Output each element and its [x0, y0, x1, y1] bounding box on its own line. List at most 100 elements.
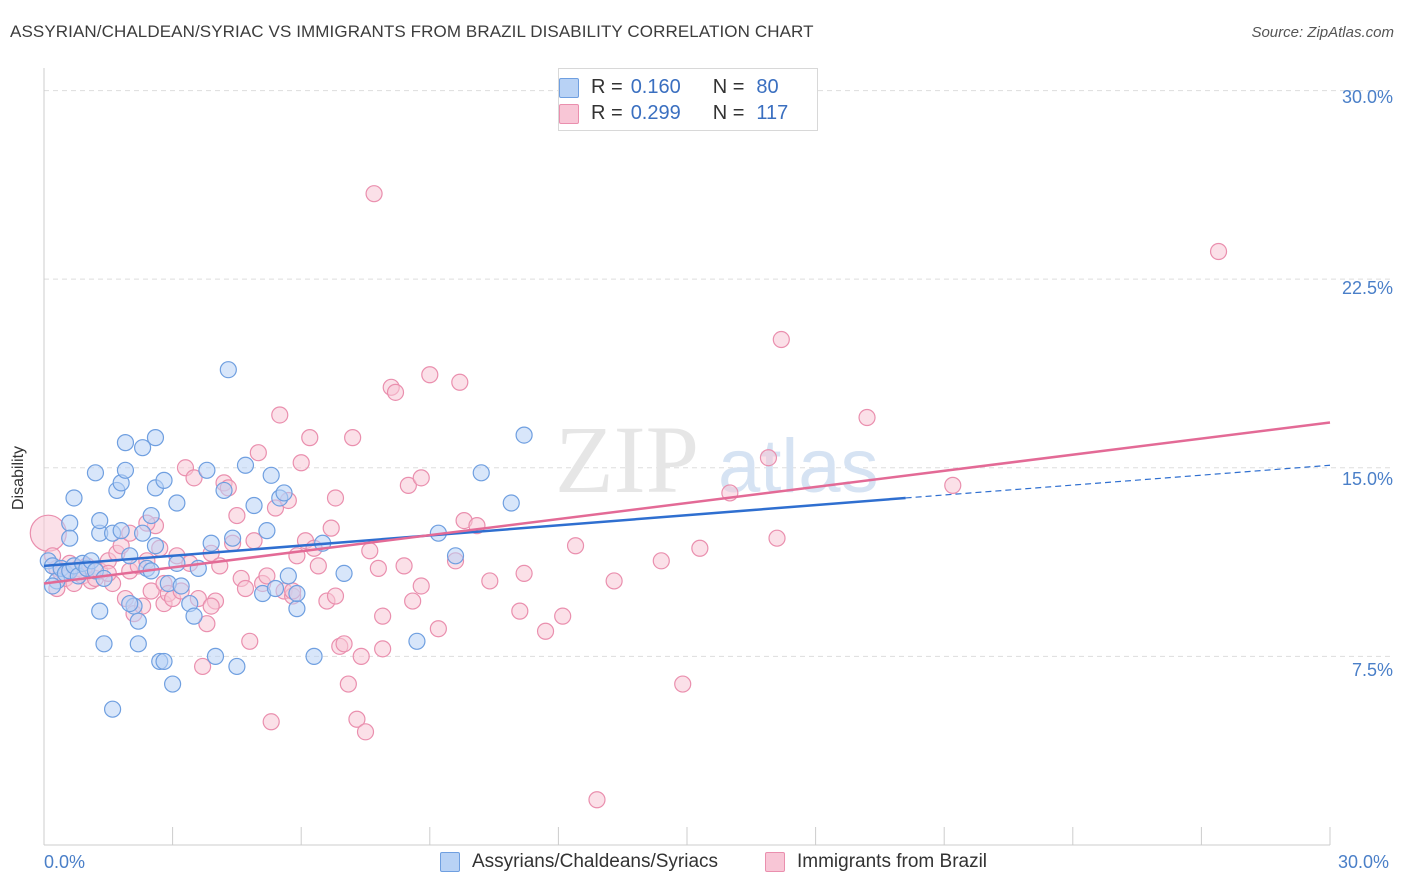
legend-row-blue: R = 0.160 N = 80: [559, 75, 779, 99]
blue-point: [103, 700, 122, 718]
bottom-legend-label-pink: Immigrants from Brazil: [797, 851, 988, 872]
pink-point: [374, 607, 392, 625]
pink-point: [202, 597, 220, 615]
pink-point: [395, 557, 413, 575]
blue-point: [121, 547, 139, 565]
blue-point: [515, 426, 533, 444]
pink-point: [1209, 242, 1228, 261]
blue-point: [155, 652, 173, 671]
pink-point: [481, 572, 499, 590]
blue-point: [43, 577, 62, 595]
legend-r-label: R =: [591, 75, 623, 98]
blue-point: [219, 361, 237, 379]
blue-point: [155, 471, 173, 489]
blue-point: [146, 537, 165, 555]
pink-point: [194, 657, 212, 676]
pink-point: [142, 582, 160, 600]
y-tick-22-5: 22.5%: [1341, 278, 1393, 298]
blue-point: [288, 600, 306, 618]
bottom-legend-pink[interactable]: Immigrants from Brazil: [765, 851, 987, 873]
pink-point: [344, 429, 362, 447]
y-tick-15: 15.0%: [1341, 469, 1393, 489]
pink-point: [348, 710, 366, 728]
trend-line-blue-extension: [905, 464, 1331, 499]
y-tick-7-5: 7.5%: [1351, 660, 1393, 680]
blue-point: [95, 635, 113, 653]
pink-point: [301, 429, 319, 447]
pink-point: [374, 640, 392, 658]
blue-point: [502, 494, 520, 512]
y-tick-30: 30.0%: [1341, 87, 1393, 107]
legend-swatch-pink: [559, 104, 579, 124]
pink-point: [185, 469, 203, 487]
blue-point: [279, 567, 297, 585]
pink-point: [228, 506, 246, 525]
legend-r-value-blue: 0.160: [630, 75, 681, 98]
source-label: Source: ZipAtlas.com: [1251, 24, 1394, 41]
pink-point: [759, 449, 778, 467]
legend-n-label: N =: [712, 75, 745, 98]
blue-point: [168, 494, 186, 512]
pink-point: [404, 592, 422, 610]
blue-point: [288, 584, 306, 603]
blue-point: [262, 466, 280, 484]
x-tick-right: 30.0%: [1338, 852, 1390, 872]
watermark-zip: ZIP: [555, 406, 699, 513]
legend-r-value-pink: 0.299: [630, 101, 681, 124]
blue-point: [202, 534, 220, 552]
blue-point: [224, 529, 242, 547]
blue-point: [245, 496, 263, 515]
pink-point: [515, 564, 533, 583]
blue-point: [129, 612, 147, 630]
blue-point: [168, 554, 186, 572]
legend-n-value-blue: 80: [756, 75, 779, 98]
pink-point: [356, 723, 375, 741]
blue-point: [146, 429, 165, 447]
trend-lines: [43, 421, 1331, 585]
blue-point: [61, 514, 79, 532]
legend-r-label: R =: [591, 101, 623, 124]
blue-point: [215, 481, 233, 500]
blue-point: [61, 529, 79, 547]
pink-point: [674, 675, 692, 693]
pink-point: [309, 557, 327, 575]
blue-point: [258, 522, 276, 540]
blue-point: [133, 524, 152, 542]
pink-point: [339, 675, 357, 693]
blue-point: [185, 607, 203, 625]
bottom-legend-blue[interactable]: Assyrians/Chaldeans/Syriacs: [440, 851, 718, 873]
blue-point: [91, 602, 109, 620]
pink-point: [652, 552, 670, 570]
pink-point: [262, 713, 280, 731]
blue-point: [266, 579, 285, 598]
pink-point: [536, 622, 555, 640]
bottom-legend-swatch-blue: [440, 852, 460, 872]
pink-point: [335, 635, 353, 653]
blue-point: [129, 635, 147, 653]
bottom-legend-label-blue: Assyrians/Chaldeans/Syriacs: [472, 851, 719, 872]
blue-point: [133, 439, 152, 457]
blue-point: [86, 464, 105, 482]
blue-point: [164, 675, 182, 693]
pink-point: [369, 559, 387, 577]
pink-point: [421, 366, 439, 384]
blue-point: [121, 594, 139, 613]
blue-point: [305, 647, 323, 665]
blue-point: [172, 577, 190, 595]
blue-point: [236, 456, 255, 474]
pink-point: [412, 469, 430, 487]
trend-line-pink: [43, 421, 1331, 585]
series-blue-points: [39, 361, 533, 718]
pink-point: [326, 489, 345, 507]
bottom-legend-swatch-pink: [765, 852, 785, 872]
pink-point: [258, 567, 276, 585]
blue-point: [142, 506, 160, 525]
blue-point: [206, 647, 225, 665]
trend-line-blue: [43, 496, 906, 568]
pink-point: [365, 185, 383, 203]
pink-point: [271, 406, 289, 424]
stats-legend: R = 0.160 N = 80 R = 0.299 N = 117: [558, 68, 818, 131]
legend-swatch-blue: [559, 78, 579, 98]
pink-point: [399, 476, 417, 494]
